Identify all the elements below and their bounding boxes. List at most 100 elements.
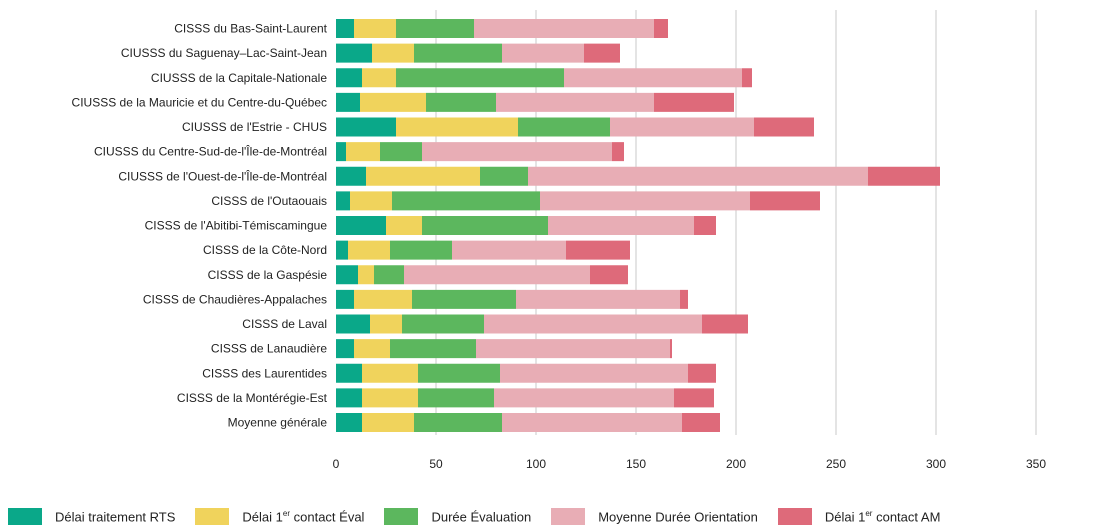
category-label-cisss-de-lanaudiere: CISSS de Lanaudière — [211, 342, 327, 356]
category-label-cisss-de-l-outaouais: CISSS de l'Outaouais — [211, 194, 327, 208]
category-label-cisss-du-bas-saint-laurent: CISSS du Bas-Saint-Laurent — [174, 22, 327, 36]
category-label-cisss-de-la-monteregie-est: CISSS de la Montérégie-Est — [177, 391, 328, 405]
bar-cisss-de-l-outaouais-delai-1er-contact-am — [750, 191, 820, 211]
legend: Délai traitement RTS Délai 1er contact É… — [8, 508, 960, 525]
bar-cisss-de-chaudieres-appalaches-delai-traitement-rts — [336, 289, 354, 309]
bar-cisss-de-lanaudiere-delai-1er-contact-am — [670, 339, 672, 359]
category-label-cisss-de-l-abitibi-temiscamingue: CISSS de l'Abitibi-Témiscamingue — [145, 219, 328, 233]
bar-cisss-de-laval-duree-evaluation — [402, 314, 484, 334]
bar-ciusss-du-saguenay-lac-saint-jean-delai-1er-contact-am — [584, 43, 620, 63]
bar-ciusss-de-la-capitale-nationale-delai-1er-contact-eval — [362, 68, 396, 88]
bar-ciusss-du-saguenay-lac-saint-jean-delai-traitement-rts — [336, 43, 372, 63]
bar-ciusss-de-la-mauricie-et-du-centre-du-quebec-duree-evaluation — [426, 92, 496, 112]
bar-moyenne-generale-moyenne-duree-orientation — [502, 413, 682, 432]
category-label-cisss-de-chaudieres-appalaches: CISSS de Chaudières-Appalaches — [143, 292, 327, 306]
legend-item-rts: Délai traitement RTS — [8, 508, 175, 525]
legend-swatch-contact-am — [777, 508, 812, 525]
bar-cisss-des-laurentides-delai-traitement-rts — [336, 363, 362, 383]
legend-label-contact-am: Délai 1er contact AM — [824, 508, 941, 525]
bar-ciusss-de-la-mauricie-et-du-centre-du-quebec-moyenne-duree-orientation — [496, 92, 654, 112]
category-label-ciusss-de-l-estrie-chus: CIUSSS de l'Estrie - CHUS — [182, 120, 327, 134]
bar-ciusss-de-la-mauricie-et-du-centre-du-quebec-delai-1er-contact-eval — [360, 92, 426, 112]
legend-swatch-contact-eval — [195, 508, 230, 525]
legend-label-rts: Délai traitement RTS — [55, 509, 176, 525]
bar-cisss-de-l-abitibi-temiscamingue-delai-1er-contact-am — [694, 216, 716, 235]
bar-ciusss-de-la-capitale-nationale-duree-evaluation — [396, 68, 564, 88]
bar-ciusss-de-l-ouest-de-l-ile-de-montreal-delai-traitement-rts — [336, 166, 366, 186]
bar-cisss-de-l-abitibi-temiscamingue-delai-traitement-rts — [336, 216, 386, 235]
bar-cisss-de-chaudieres-appalaches-delai-1er-contact-am — [680, 289, 688, 309]
x-tick-0: 0 — [333, 457, 340, 471]
category-label-cisss-de-la-gaspesie: CISSS de la Gaspésie — [208, 268, 328, 282]
bar-ciusss-de-l-estrie-chus-delai-traitement-rts — [336, 117, 396, 137]
bar-ciusss-de-la-capitale-nationale-moyenne-duree-orientation — [564, 68, 742, 88]
bar-cisss-de-la-monteregie-est-delai-traitement-rts — [336, 388, 362, 408]
bar-cisss-des-laurentides-delai-1er-contact-am — [688, 363, 716, 383]
bar-cisss-de-la-cote-nord-delai-1er-contact-am — [566, 240, 630, 260]
bar-ciusss-de-l-ouest-de-l-ile-de-montreal-moyenne-duree-orientation — [528, 166, 868, 186]
bar-cisss-de-l-outaouais-moyenne-duree-orientation — [540, 191, 750, 211]
bar-cisss-des-laurentides-delai-1er-contact-eval — [362, 363, 418, 383]
legend-swatch-duree-orientation — [551, 508, 586, 525]
category-label-moyenne-generale: Moyenne générale — [228, 416, 328, 430]
bar-cisss-de-l-outaouais-duree-evaluation — [392, 191, 540, 211]
stacked-bar-chart: CISSS du Bas-Saint-Laurent CIUSSS du Sagu… — [72, 10, 1046, 471]
x-tick-350: 350 — [1026, 457, 1046, 471]
bar-cisss-de-la-monteregie-est-delai-1er-contact-eval — [362, 388, 418, 408]
bar-ciusss-de-l-estrie-chus-delai-1er-contact-am — [754, 117, 814, 137]
legend-item-duree-evaluation: Durée Évaluation — [384, 508, 531, 525]
bar-moyenne-generale-duree-evaluation — [414, 413, 502, 432]
legend-item-duree-orientation: Moyenne Durée Orientation — [551, 508, 758, 525]
bar-ciusss-de-l-estrie-chus-moyenne-duree-orientation — [610, 117, 754, 137]
bar-cisss-des-laurentides-duree-evaluation — [418, 363, 500, 383]
bar-ciusss-de-l-ouest-de-l-ile-de-montreal-delai-1er-contact-am — [868, 166, 940, 186]
bar-cisss-du-bas-saint-laurent-moyenne-duree-orientation — [474, 19, 654, 38]
category-label-ciusss-de-la-mauricie-et-du-centre-du-quebec: CIUSSS de la Mauricie et du Centre-du-Qu… — [72, 95, 327, 109]
bar-cisss-de-la-cote-nord-duree-evaluation — [390, 240, 452, 260]
bar-cisss-du-bas-saint-laurent-duree-evaluation — [396, 19, 474, 38]
bar-cisss-de-la-cote-nord-moyenne-duree-orientation — [452, 240, 566, 260]
bar-ciusss-de-l-estrie-chus-duree-evaluation — [518, 117, 610, 137]
bar-cisss-de-l-abitibi-temiscamingue-duree-evaluation — [422, 216, 548, 235]
bar-ciusss-du-centre-sud-de-l-ile-de-montreal-delai-traitement-rts — [336, 142, 346, 162]
x-tick-250: 250 — [826, 457, 846, 471]
bar-cisss-de-l-outaouais-delai-1er-contact-eval — [350, 191, 392, 211]
bar-cisss-de-laval-delai-traitement-rts — [336, 314, 370, 334]
bar-ciusss-de-l-estrie-chus-delai-1er-contact-eval — [396, 117, 518, 137]
x-tick-200: 200 — [726, 457, 746, 471]
bar-ciusss-du-centre-sud-de-l-ile-de-montreal-delai-1er-contact-am — [612, 142, 624, 162]
bar-cisss-de-chaudieres-appalaches-moyenne-duree-orientation — [516, 289, 680, 309]
bar-cisss-de-l-outaouais-delai-traitement-rts — [336, 191, 350, 211]
bar-cisss-de-laval-delai-1er-contact-eval — [370, 314, 402, 334]
bar-cisss-de-lanaudiere-duree-evaluation — [390, 339, 476, 359]
bar-cisss-de-l-abitibi-temiscamingue-delai-1er-contact-eval — [386, 216, 422, 235]
x-tick-300: 300 — [926, 457, 946, 471]
bar-ciusss-du-saguenay-lac-saint-jean-delai-1er-contact-eval — [372, 43, 414, 63]
legend-label-contact-eval: Délai 1er contact Éval — [242, 508, 365, 525]
bar-ciusss-du-centre-sud-de-l-ile-de-montreal-duree-evaluation — [380, 142, 422, 162]
bar-ciusss-du-saguenay-lac-saint-jean-duree-evaluation — [414, 43, 502, 63]
legend-swatch-rts — [8, 508, 42, 525]
bar-cisss-de-la-cote-nord-delai-traitement-rts — [336, 240, 348, 260]
bar-ciusss-de-la-capitale-nationale-delai-traitement-rts — [336, 68, 362, 88]
bar-cisss-de-la-monteregie-est-moyenne-duree-orientation — [494, 388, 674, 408]
category-label-cisss-de-la-cote-nord: CISSS de la Côte-Nord — [203, 243, 327, 257]
bar-cisss-de-lanaudiere-moyenne-duree-orientation — [476, 339, 670, 359]
bar-moyenne-generale-delai-1er-contact-eval — [362, 413, 414, 432]
bar-cisss-du-bas-saint-laurent-delai-1er-contact-am — [654, 19, 668, 38]
category-label-ciusss-du-centre-sud-de-l-ile-de-montreal: CIUSSS du Centre-Sud-de-l'Île-de-Montréa… — [94, 144, 327, 159]
bar-ciusss-du-centre-sud-de-l-ile-de-montreal-delai-1er-contact-eval — [346, 142, 380, 162]
x-tick-50: 50 — [429, 457, 443, 471]
category-labels: CISSS du Bas-Saint-Laurent CIUSSS du Sagu… — [72, 22, 328, 430]
x-tick-150: 150 — [626, 457, 646, 471]
bar-cisss-de-la-gaspesie-delai-1er-contact-eval — [358, 265, 374, 285]
bar-ciusss-de-la-mauricie-et-du-centre-du-quebec-delai-1er-contact-am — [654, 92, 734, 112]
category-label-ciusss-de-la-capitale-nationale: CIUSSS de la Capitale-Nationale — [151, 71, 327, 85]
bar-cisss-de-chaudieres-appalaches-delai-1er-contact-eval — [354, 289, 412, 309]
bar-cisss-de-l-abitibi-temiscamingue-moyenne-duree-orientation — [548, 216, 694, 235]
bar-ciusss-du-centre-sud-de-l-ile-de-montreal-moyenne-duree-orientation — [422, 142, 612, 162]
legend-item-contact-am: Délai 1er contact AM — [777, 508, 941, 525]
bar-ciusss-de-la-capitale-nationale-delai-1er-contact-am — [742, 68, 752, 88]
category-label-ciusss-du-saguenay-lac-saint-jean: CIUSSS du Saguenay–Lac-Saint-Jean — [121, 46, 327, 60]
category-label-cisss-de-laval: CISSS de Laval — [242, 317, 327, 331]
